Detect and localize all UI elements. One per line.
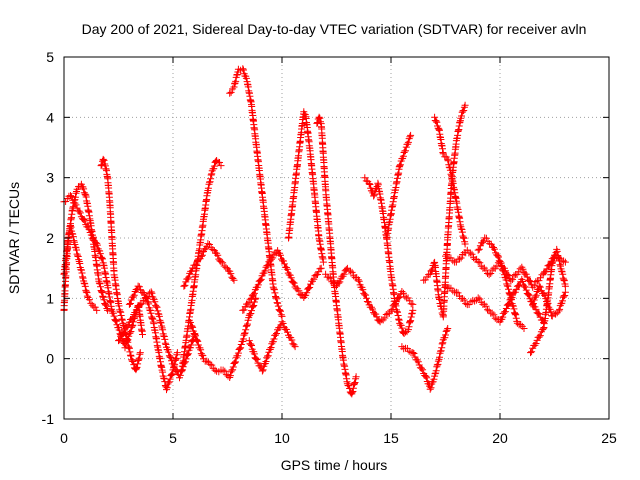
y-tick-labels: -1 0 1 2 3 4 5 bbox=[42, 49, 55, 427]
series-marks bbox=[285, 108, 327, 266]
data-point-markers bbox=[186, 294, 260, 381]
series-marks bbox=[474, 234, 528, 332]
y-tick-label: -1 bbox=[42, 411, 55, 427]
y-axis-title: SDTVAR / TECUs bbox=[6, 182, 22, 294]
data-point-markers bbox=[245, 318, 299, 375]
x-axis-title: GPS time / hours bbox=[281, 457, 388, 473]
data-point-markers bbox=[529, 282, 569, 320]
y-tick-label: 1 bbox=[46, 290, 54, 306]
y-tick-label: 0 bbox=[46, 351, 54, 367]
series-marks bbox=[313, 113, 360, 398]
x-tick-label: 5 bbox=[169, 430, 177, 446]
series-marks bbox=[420, 101, 469, 321]
y-tick-label: 3 bbox=[46, 170, 54, 186]
series-marks bbox=[239, 247, 325, 314]
data-point-markers bbox=[361, 174, 417, 337]
series-marks bbox=[60, 222, 101, 314]
series-marks bbox=[361, 174, 417, 337]
x-tick-label: 15 bbox=[383, 430, 399, 446]
data-point-markers bbox=[239, 247, 325, 314]
data-point-markers bbox=[420, 101, 469, 321]
x-tick-label: 25 bbox=[601, 430, 617, 446]
series-marks bbox=[383, 131, 415, 242]
data-point-markers bbox=[398, 325, 452, 393]
series-marks bbox=[60, 192, 146, 352]
data-point-markers bbox=[285, 108, 327, 266]
data-point-markers bbox=[383, 131, 415, 242]
series-marks bbox=[97, 155, 144, 374]
x-tick-label: 20 bbox=[492, 430, 508, 446]
chart-title: Day 200 of 2021, Sidereal Day-to-day VTE… bbox=[82, 21, 587, 37]
y-tick-label: 2 bbox=[46, 230, 54, 246]
series-marks bbox=[178, 157, 225, 375]
x-tick-labels: 0 5 10 15 20 25 bbox=[60, 430, 617, 446]
series-marks bbox=[180, 240, 238, 290]
data-point-markers bbox=[527, 245, 569, 357]
series-marks bbox=[398, 325, 452, 393]
x-tick-label: 10 bbox=[274, 430, 290, 446]
data-point-markers bbox=[431, 113, 469, 248]
data-point-markers bbox=[125, 282, 181, 394]
series-marks bbox=[245, 318, 299, 375]
data-point-markers bbox=[97, 155, 144, 374]
series-marks bbox=[527, 245, 569, 357]
data-point-markers bbox=[60, 222, 101, 314]
series-marks bbox=[186, 294, 260, 381]
axis-ticks bbox=[63, 56, 610, 420]
series-marks bbox=[115, 288, 199, 382]
series-marks bbox=[529, 282, 569, 320]
series-marks bbox=[431, 113, 469, 248]
data-point-markers bbox=[313, 113, 360, 398]
data-point-markers bbox=[180, 240, 238, 290]
x-tick-label: 0 bbox=[60, 430, 68, 446]
data-point-markers bbox=[178, 157, 225, 375]
data-point-markers bbox=[60, 192, 146, 352]
data-point-markers bbox=[474, 234, 528, 332]
series-marks bbox=[125, 282, 181, 394]
grid bbox=[64, 57, 609, 419]
data-marks bbox=[60, 65, 569, 398]
data-point-markers bbox=[115, 288, 199, 382]
y-tick-label: 4 bbox=[46, 109, 54, 125]
y-tick-label: 5 bbox=[46, 49, 54, 65]
